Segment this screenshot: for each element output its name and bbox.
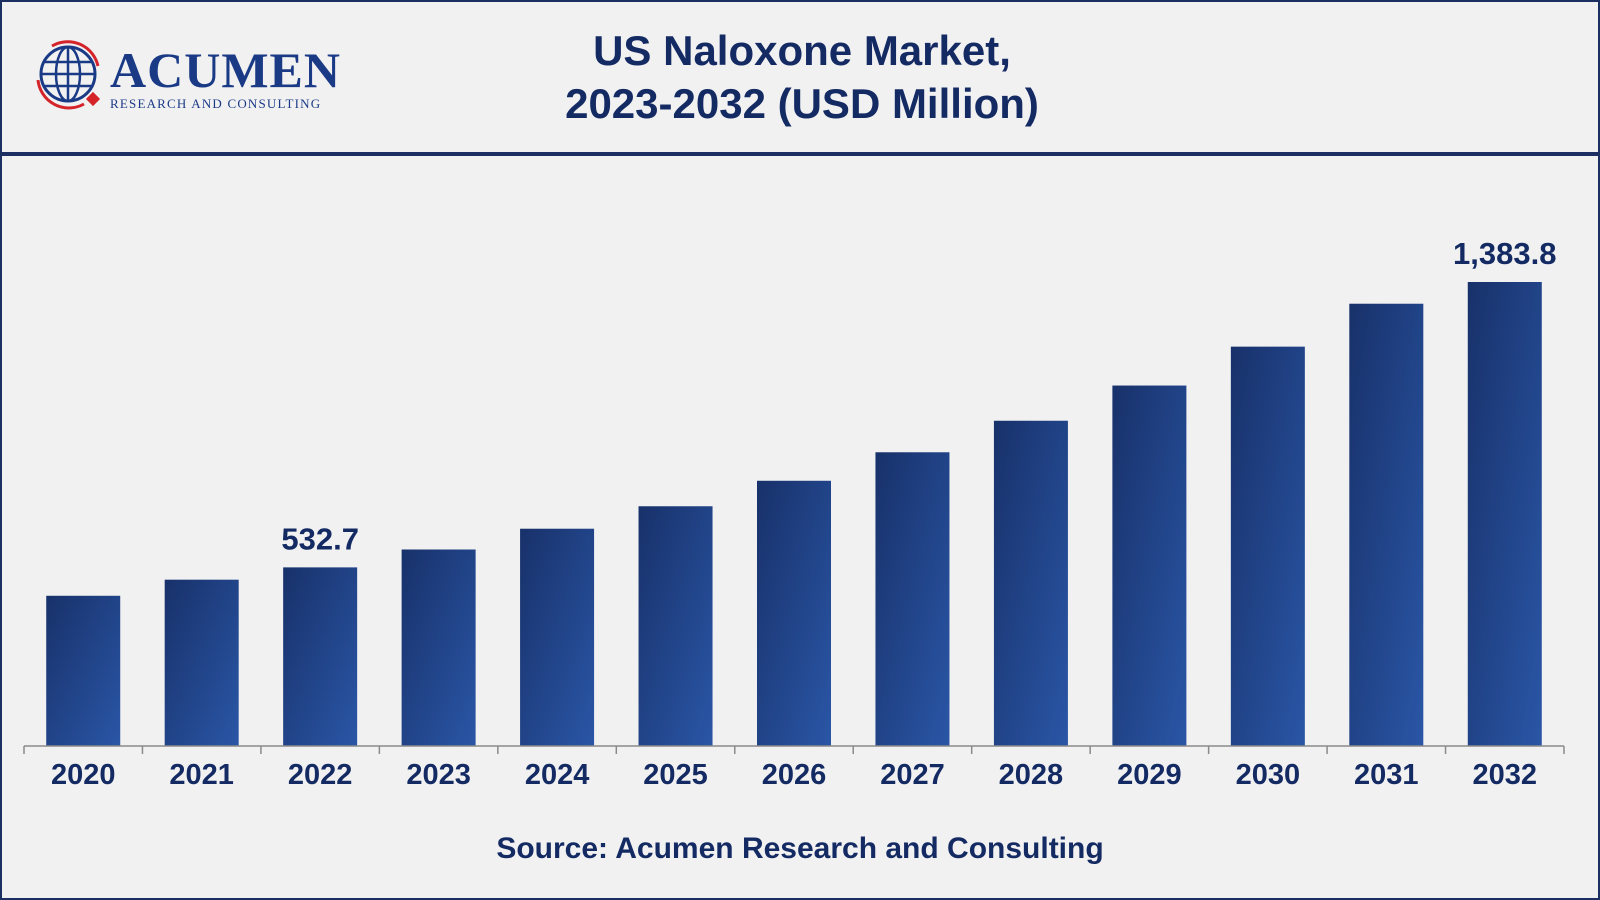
bar-2024 <box>520 528 595 746</box>
x-tick-label-2025: 2025 <box>643 759 708 791</box>
x-tick-label-2022: 2022 <box>288 759 353 791</box>
bar-2027 <box>875 452 950 746</box>
acumen-logo: ACUMEN RESEARCH AND CONSULTING <box>34 40 344 112</box>
x-tick-label-2024: 2024 <box>525 759 590 791</box>
logo-wordmark: ACUMEN <box>110 42 341 98</box>
chart-title-line-2: 2023-2032 (USD Million) <box>565 80 1039 127</box>
x-tick-label-2032: 2032 <box>1473 759 1538 791</box>
data-label-2022: 532.7 <box>281 521 359 556</box>
bar-2029 <box>1112 385 1187 746</box>
x-tick-label-2027: 2027 <box>880 759 945 791</box>
bar-2028 <box>993 420 1068 746</box>
globe-logo-icon <box>36 40 101 110</box>
chart-title: US Naloxone Market, 2023-2032 (USD Milli… <box>422 24 1182 130</box>
x-tick-label-2026: 2026 <box>762 759 827 791</box>
logo-subtitle: RESEARCH AND CONSULTING <box>110 96 322 111</box>
bar-2025 <box>638 506 713 746</box>
chart-title-line-1: US Naloxone Market, <box>593 27 1011 74</box>
x-tick-label-2031: 2031 <box>1354 759 1419 791</box>
bar-2031 <box>1349 303 1424 746</box>
bar-2022 <box>283 567 358 746</box>
bar-2032 <box>1467 282 1542 746</box>
x-axis: 2020 2021 2022 2023 2024 2025 2026 2027 2028 2029… <box>23 745 1565 791</box>
x-tick-label-2029: 2029 <box>1117 759 1182 791</box>
x-tick-label-2030: 2030 <box>1236 759 1301 791</box>
x-tick-label-2028: 2028 <box>999 759 1064 791</box>
x-tick-label-2023: 2023 <box>406 759 471 791</box>
header: ACUMEN RESEARCH AND CONSULTING US Naloxo… <box>2 2 1598 156</box>
labels-group: 532.7 1,383.8 <box>281 236 1556 556</box>
bars-group <box>46 282 1542 746</box>
bar-2026 <box>757 480 831 746</box>
x-tick-label-2021: 2021 <box>169 759 234 791</box>
source-note: Source: Acumen Research and Consulting <box>496 832 1104 865</box>
bar-2023 <box>401 549 476 746</box>
bar-2020 <box>46 595 121 746</box>
bar-2021 <box>164 579 239 746</box>
bar-2030 <box>1230 346 1305 746</box>
x-tick-label-2020: 2020 <box>51 759 116 791</box>
data-label-2032: 1,383.8 <box>1453 236 1556 271</box>
